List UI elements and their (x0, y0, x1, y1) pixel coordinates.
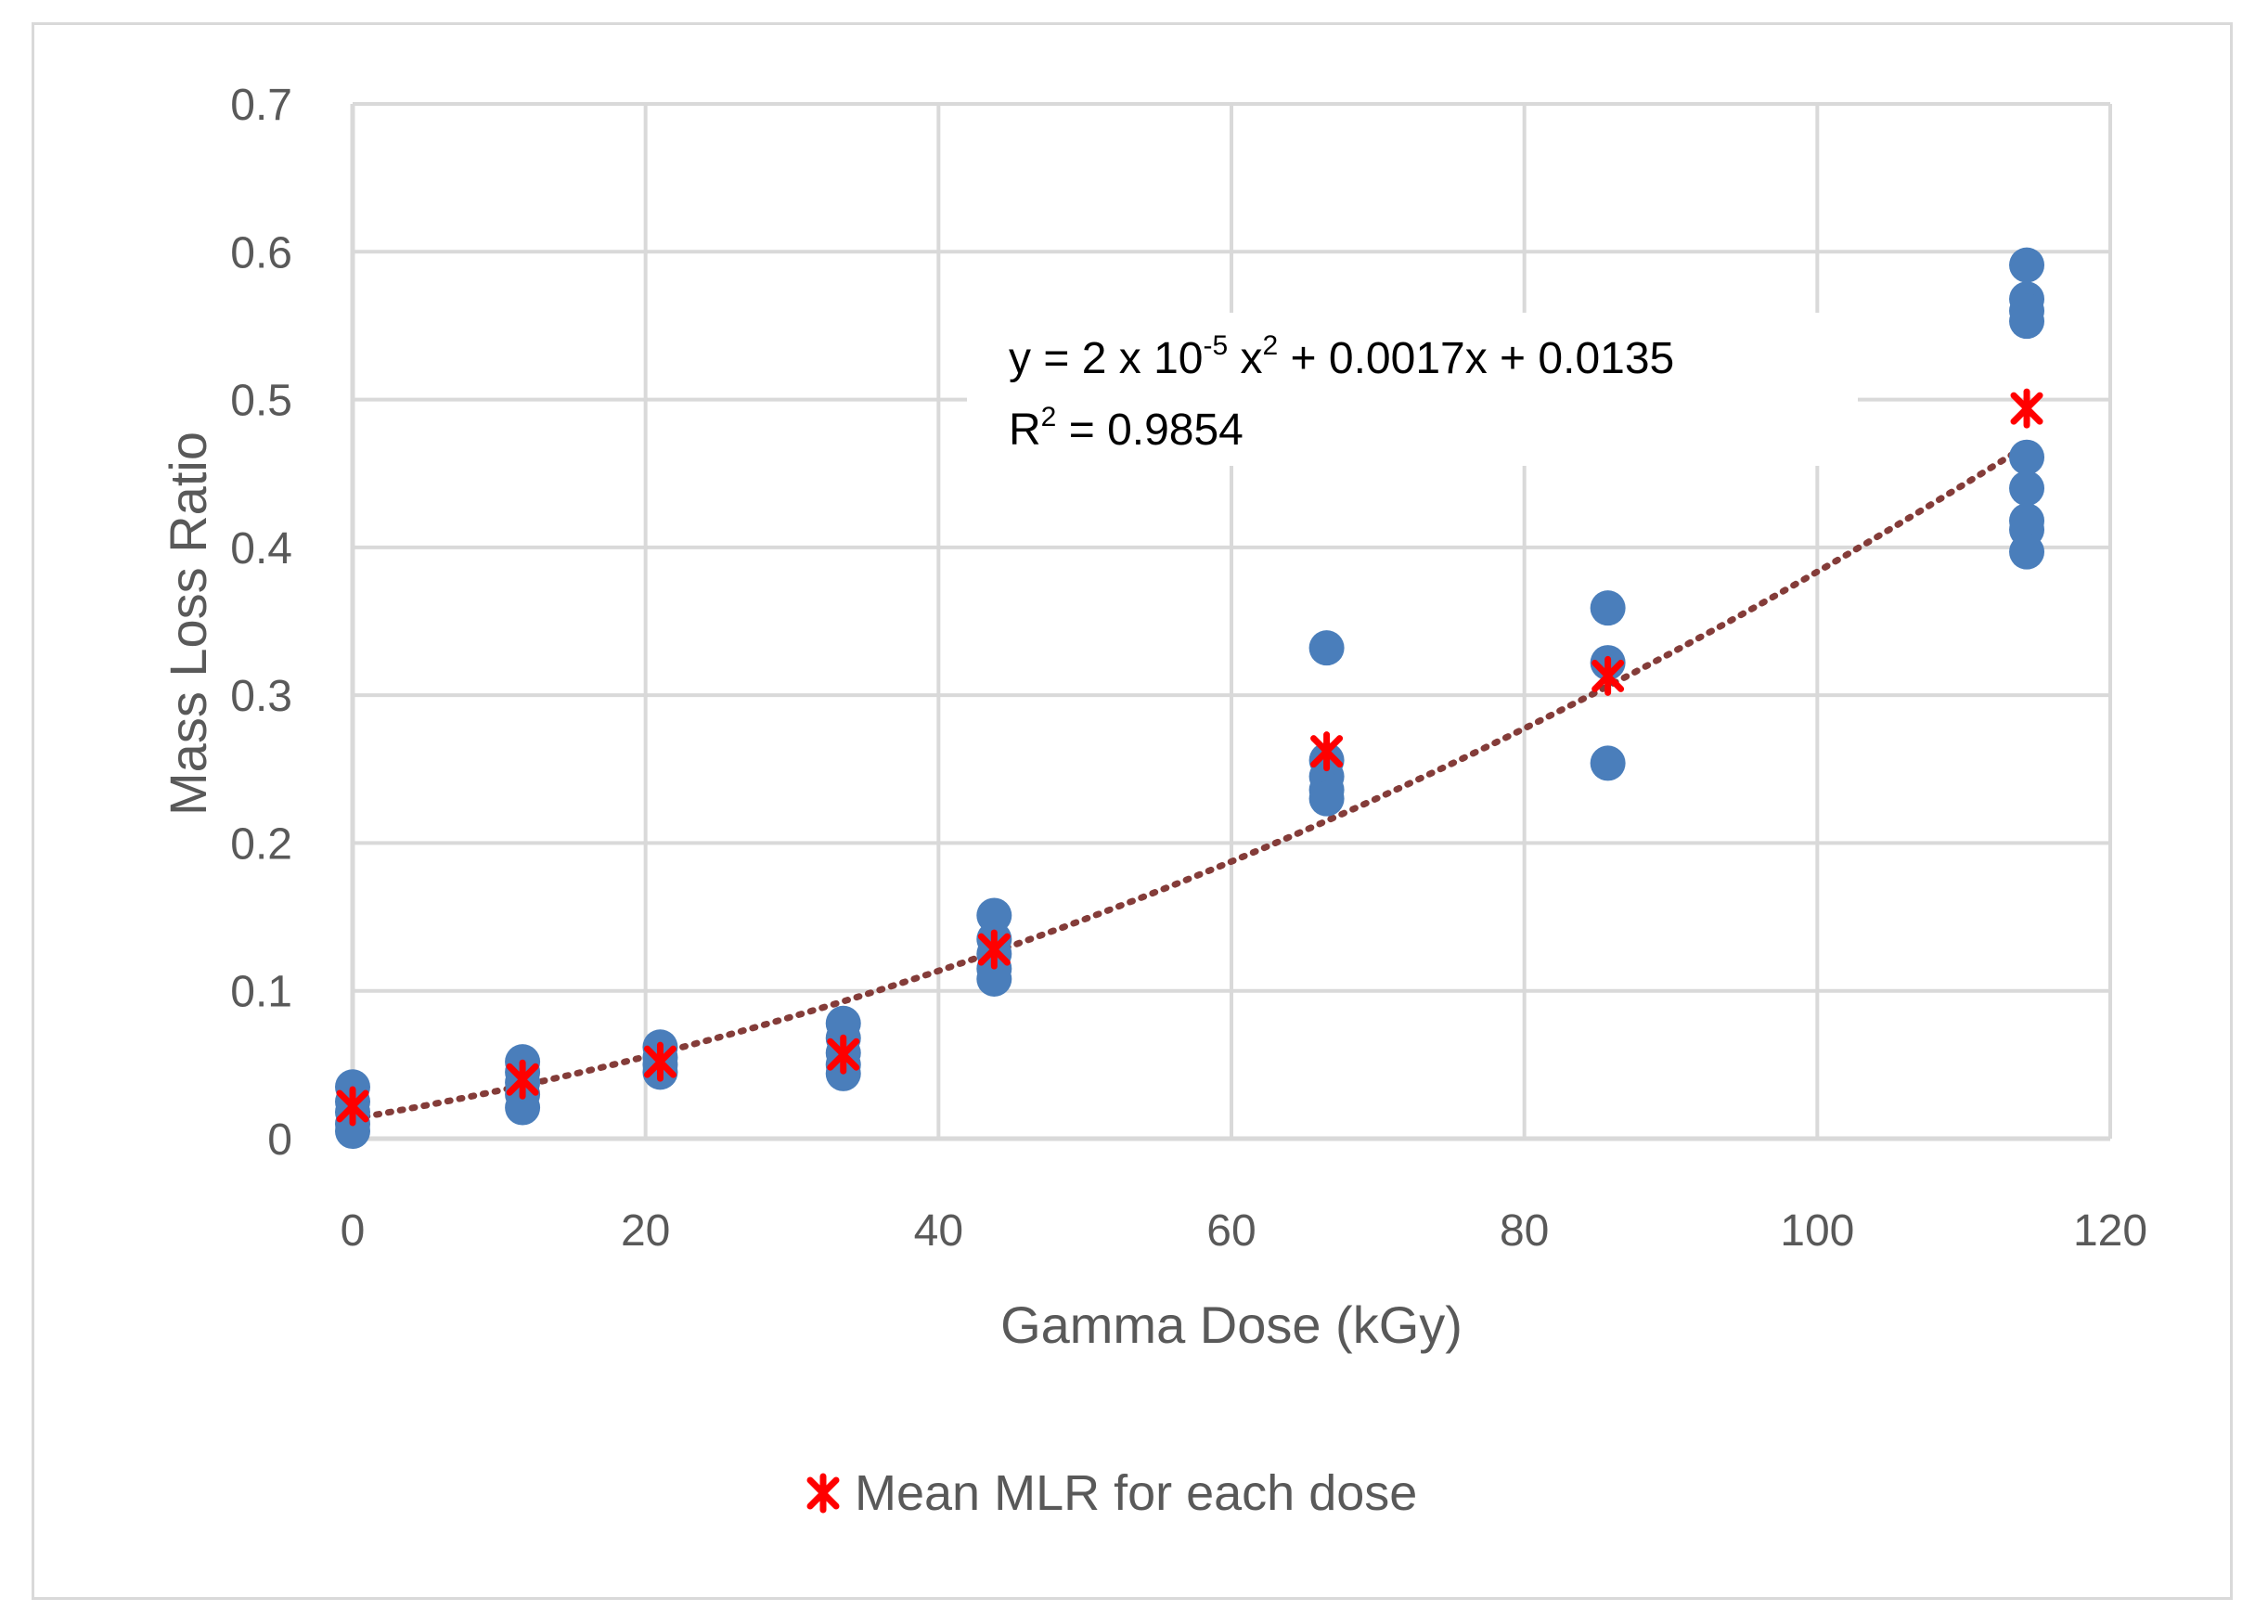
equation-lhs: y = 2 x 10 (1009, 334, 1203, 383)
x-tick-label: 40 (914, 1206, 963, 1256)
legend: Mean MLR for each dose (806, 1465, 1417, 1521)
equation-exponent-2: 2 (1263, 330, 1279, 361)
trendline (349, 442, 2030, 1122)
y-tick-label: 0.6 (230, 228, 292, 277)
r2-lhs: R (1009, 406, 1041, 455)
data-point (1308, 630, 1345, 666)
data-point (1308, 780, 1345, 817)
y-tick-label: 0.5 (230, 377, 292, 426)
data-point (1590, 745, 1626, 781)
mean-marker (336, 1086, 369, 1127)
mean-marker (643, 1041, 677, 1082)
data-point (976, 960, 1012, 997)
data-point (505, 1089, 541, 1126)
y-tick-label: 0 (267, 1115, 292, 1165)
mean-marker (2010, 388, 2043, 429)
mean-marker (506, 1059, 539, 1100)
data-point (1590, 590, 1626, 626)
y-axis-title: Mass Loss Ratio (159, 432, 217, 816)
mean-marker (1591, 655, 1625, 696)
trendline-equation: y = 2 x 10-5 x2 + 0.0017x + 0.0135 (1009, 330, 1674, 383)
legend-label: Mean MLR for each dose (855, 1465, 1417, 1521)
mean-marker (827, 1034, 860, 1075)
grid-layer (350, 102, 2112, 1141)
means-layer (336, 388, 2043, 1127)
trendline-r-squared: R2 = 0.9854 (1009, 402, 1244, 455)
data-point (2009, 534, 2045, 570)
x-tick-label: 60 (1206, 1206, 1256, 1256)
y-tick-label: 0.4 (230, 524, 292, 574)
legend-marker-star-icon (806, 1473, 840, 1514)
x-tick-label: 120 (2073, 1206, 2147, 1256)
y-tick-label: 0.7 (230, 81, 292, 130)
equation-rhs: + 0.0017x + 0.0135 (1278, 334, 1674, 383)
x-axis-title: Gamma Dose (kGy) (1000, 1295, 1463, 1354)
chart-frame: 0 0.1 0.2 0.3 0.4 0.5 0.6 0.7 0 20 40 60 80 100 120 y … (32, 22, 2233, 1600)
data-point (2009, 303, 2045, 340)
chart-svg: 0 0.1 0.2 0.3 0.4 0.5 0.6 0.7 0 20 40 60 80 100 120 y … (159, 81, 2147, 1521)
equation-mid: x (1228, 334, 1262, 383)
r2-exponent: 2 (1041, 402, 1057, 432)
data-point (2009, 439, 2045, 475)
data-point (2009, 470, 2045, 507)
x-tick-label: 20 (621, 1206, 670, 1256)
tick-layer: 0 0.1 0.2 0.3 0.4 0.5 0.6 0.7 0 20 40 60 80 100 120 (230, 81, 2147, 1256)
equation-exponent-1: -5 (1203, 330, 1228, 361)
y-tick-label: 0.1 (230, 968, 292, 1017)
r2-rhs: = 0.9854 (1056, 406, 1244, 455)
data-point (2009, 247, 2045, 283)
mean-marker (1310, 731, 1344, 772)
y-tick-label: 0.3 (230, 672, 292, 721)
x-tick-label: 100 (1780, 1206, 1854, 1256)
equation-label-background (967, 313, 1858, 466)
mean-marker (977, 929, 1011, 970)
data-point (335, 1114, 370, 1150)
x-tick-label: 80 (1500, 1206, 1549, 1256)
trend-layer (349, 442, 2030, 1122)
x-tick-label: 0 (341, 1206, 366, 1256)
y-tick-label: 0.2 (230, 819, 292, 869)
